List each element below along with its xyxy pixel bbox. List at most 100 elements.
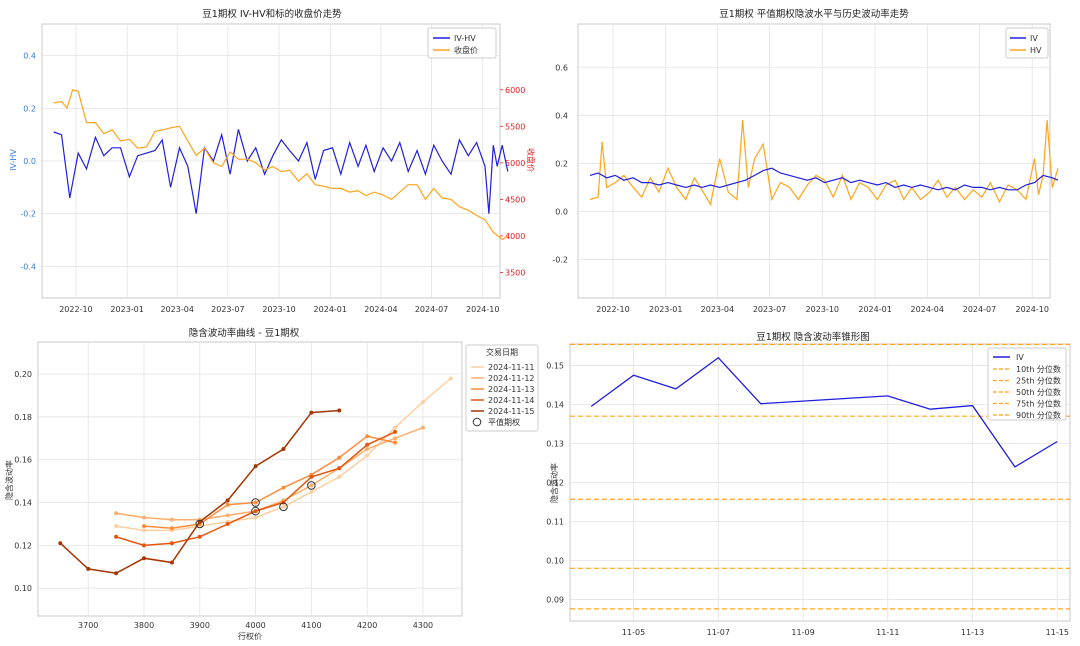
panel3-point xyxy=(309,483,314,488)
panel1-xtick: 2024-07 xyxy=(415,305,448,314)
panel3-point xyxy=(142,515,146,520)
panel1-ytick: 0.4 xyxy=(23,52,36,61)
panel3-xtick: 4200 xyxy=(357,621,377,630)
panel2-series-line-0 xyxy=(589,167,1059,191)
panel3-point xyxy=(365,453,370,458)
panel3-point xyxy=(393,436,398,441)
panel3-legend-label: 2024-11-11 xyxy=(488,363,535,372)
panel1-ytick: -0.4 xyxy=(20,262,36,271)
panel3-point xyxy=(393,440,398,445)
panel4-ytick: 0.15 xyxy=(546,361,564,370)
panel3-legend-label: 2024-11-15 xyxy=(488,407,535,416)
panel3-legend-label: 2024-11-13 xyxy=(488,385,535,394)
panel3-point xyxy=(309,474,314,479)
panel3-point xyxy=(114,511,119,516)
panel1-ytick: 0.2 xyxy=(23,104,36,113)
panel4-legend-label: 10th 分位数 xyxy=(1016,364,1061,374)
panel2-ytick: -0.2 xyxy=(552,256,568,265)
panel4-legend-label: 90th 分位数 xyxy=(1016,410,1061,420)
panel3-point xyxy=(420,399,425,404)
panel3-xtick: 4000 xyxy=(245,621,265,630)
panel1-xtick: 2023-01 xyxy=(110,305,143,314)
panel2-xtick: 2023-01 xyxy=(649,305,682,314)
panel2-ytick: 0.4 xyxy=(555,111,568,120)
panel4-ytick: 0.09 xyxy=(546,596,564,605)
panel3-point xyxy=(225,521,230,526)
atm-marker xyxy=(195,519,205,529)
panel2-xtick: 2023-07 xyxy=(753,305,786,314)
panel3-legend-atm-label: 平值期权 xyxy=(488,417,520,427)
panel4-legend-label: 25th 分位数 xyxy=(1016,376,1061,386)
atm-marker xyxy=(279,502,288,512)
panel3-point xyxy=(281,485,286,490)
panel2-xtick: 2022-10 xyxy=(596,305,629,314)
panel2-ytick: 0.0 xyxy=(555,207,568,216)
panel3-xtick: 4300 xyxy=(413,621,433,630)
panel3-point xyxy=(169,517,174,522)
panel4-ytick: 0.14 xyxy=(546,400,564,409)
panel3-point xyxy=(393,429,398,434)
panel1-xtick: 2024-04 xyxy=(364,305,397,314)
panel3-ytick: 0.16 xyxy=(14,456,32,465)
panel2-xtick: 2024-01 xyxy=(858,305,891,314)
panel4-xtick: 11-13 xyxy=(961,628,984,637)
panel3-point xyxy=(253,509,258,514)
panel4-xtick: 11-15 xyxy=(1046,628,1069,637)
panel4-ytick: 0.10 xyxy=(546,557,564,566)
panel1-ytick: -0.2 xyxy=(20,210,36,219)
panel1-y2tick: 5000 xyxy=(505,159,525,168)
panel3-point xyxy=(253,515,258,520)
panel3-frame xyxy=(37,341,463,617)
panel4-xtick: 11-07 xyxy=(707,628,730,637)
panel-iv-hv-history: 豆1期权 平值期权隐波水平与历史波动率走势 2022-10 2023-01 2023… xyxy=(552,8,1059,314)
panel3-point xyxy=(197,534,202,539)
panel3-xtick: 4100 xyxy=(301,621,321,630)
panel4-ylabel: 隐含波动率 xyxy=(549,463,559,503)
panel4-xtick: 11-11 xyxy=(876,628,899,637)
panel3-point xyxy=(309,489,314,494)
panel3-legend-atm-marker xyxy=(472,417,482,427)
panel3-xtick: 3700 xyxy=(78,621,98,630)
panel2-legend-label: HV xyxy=(1030,46,1042,55)
panel3-series-line-2 xyxy=(143,435,396,529)
panel1-xtick: 2024-01 xyxy=(314,305,347,314)
panel3-point xyxy=(114,571,119,576)
panel1-xtick: 2022-10 xyxy=(59,305,92,314)
panel3-ytick: 0.10 xyxy=(14,584,32,593)
panel3-point xyxy=(169,541,174,546)
panel2-series-line-1 xyxy=(589,120,1059,206)
panel3-point xyxy=(309,410,314,415)
panel4-ytick: 0.11 xyxy=(546,518,564,527)
panel3-point xyxy=(225,498,230,503)
panel3-point xyxy=(225,502,230,507)
panel3-point xyxy=(169,526,174,531)
atm-marker xyxy=(251,506,260,516)
panel1-title: 豆1期权 IV-HV和标的收盘价走势 xyxy=(202,8,342,20)
panel2-ytick: 0.6 xyxy=(555,63,568,72)
panel3-point xyxy=(114,524,119,529)
panel3-legend-label: 2024-11-14 xyxy=(488,396,535,405)
panel4-ytick: 0.12 xyxy=(546,479,564,488)
panel3-xtick: 3900 xyxy=(190,621,210,630)
atm-marker xyxy=(307,481,316,490)
panel2-legend-label: IV xyxy=(1030,34,1038,43)
panel1-ytick: 0.0 xyxy=(23,157,36,166)
panel3-point xyxy=(225,513,230,518)
panel3-point xyxy=(142,528,146,533)
panel2-ytick: 0.2 xyxy=(555,159,568,168)
panel4-iv-line xyxy=(590,356,1058,468)
panel3-xtick: 3800 xyxy=(134,621,154,630)
panel1-xtick: 2023-10 xyxy=(262,305,295,314)
panel3-point xyxy=(420,425,425,430)
panel2-title: 豆1期权 平值期权隐波水平与历史波动率走势 xyxy=(719,8,909,20)
panel3-point xyxy=(253,500,258,505)
panel3-ytick: 0.12 xyxy=(14,541,32,550)
panel3-point xyxy=(337,408,342,413)
panel3-point xyxy=(114,534,119,539)
panel1-ylabel: IV-HV xyxy=(9,149,18,171)
panel4-ytick: 0.13 xyxy=(546,439,564,448)
panel3-point xyxy=(365,447,370,452)
panel2-legend xyxy=(1005,27,1049,59)
panel1-y2tick: 4000 xyxy=(505,232,525,241)
